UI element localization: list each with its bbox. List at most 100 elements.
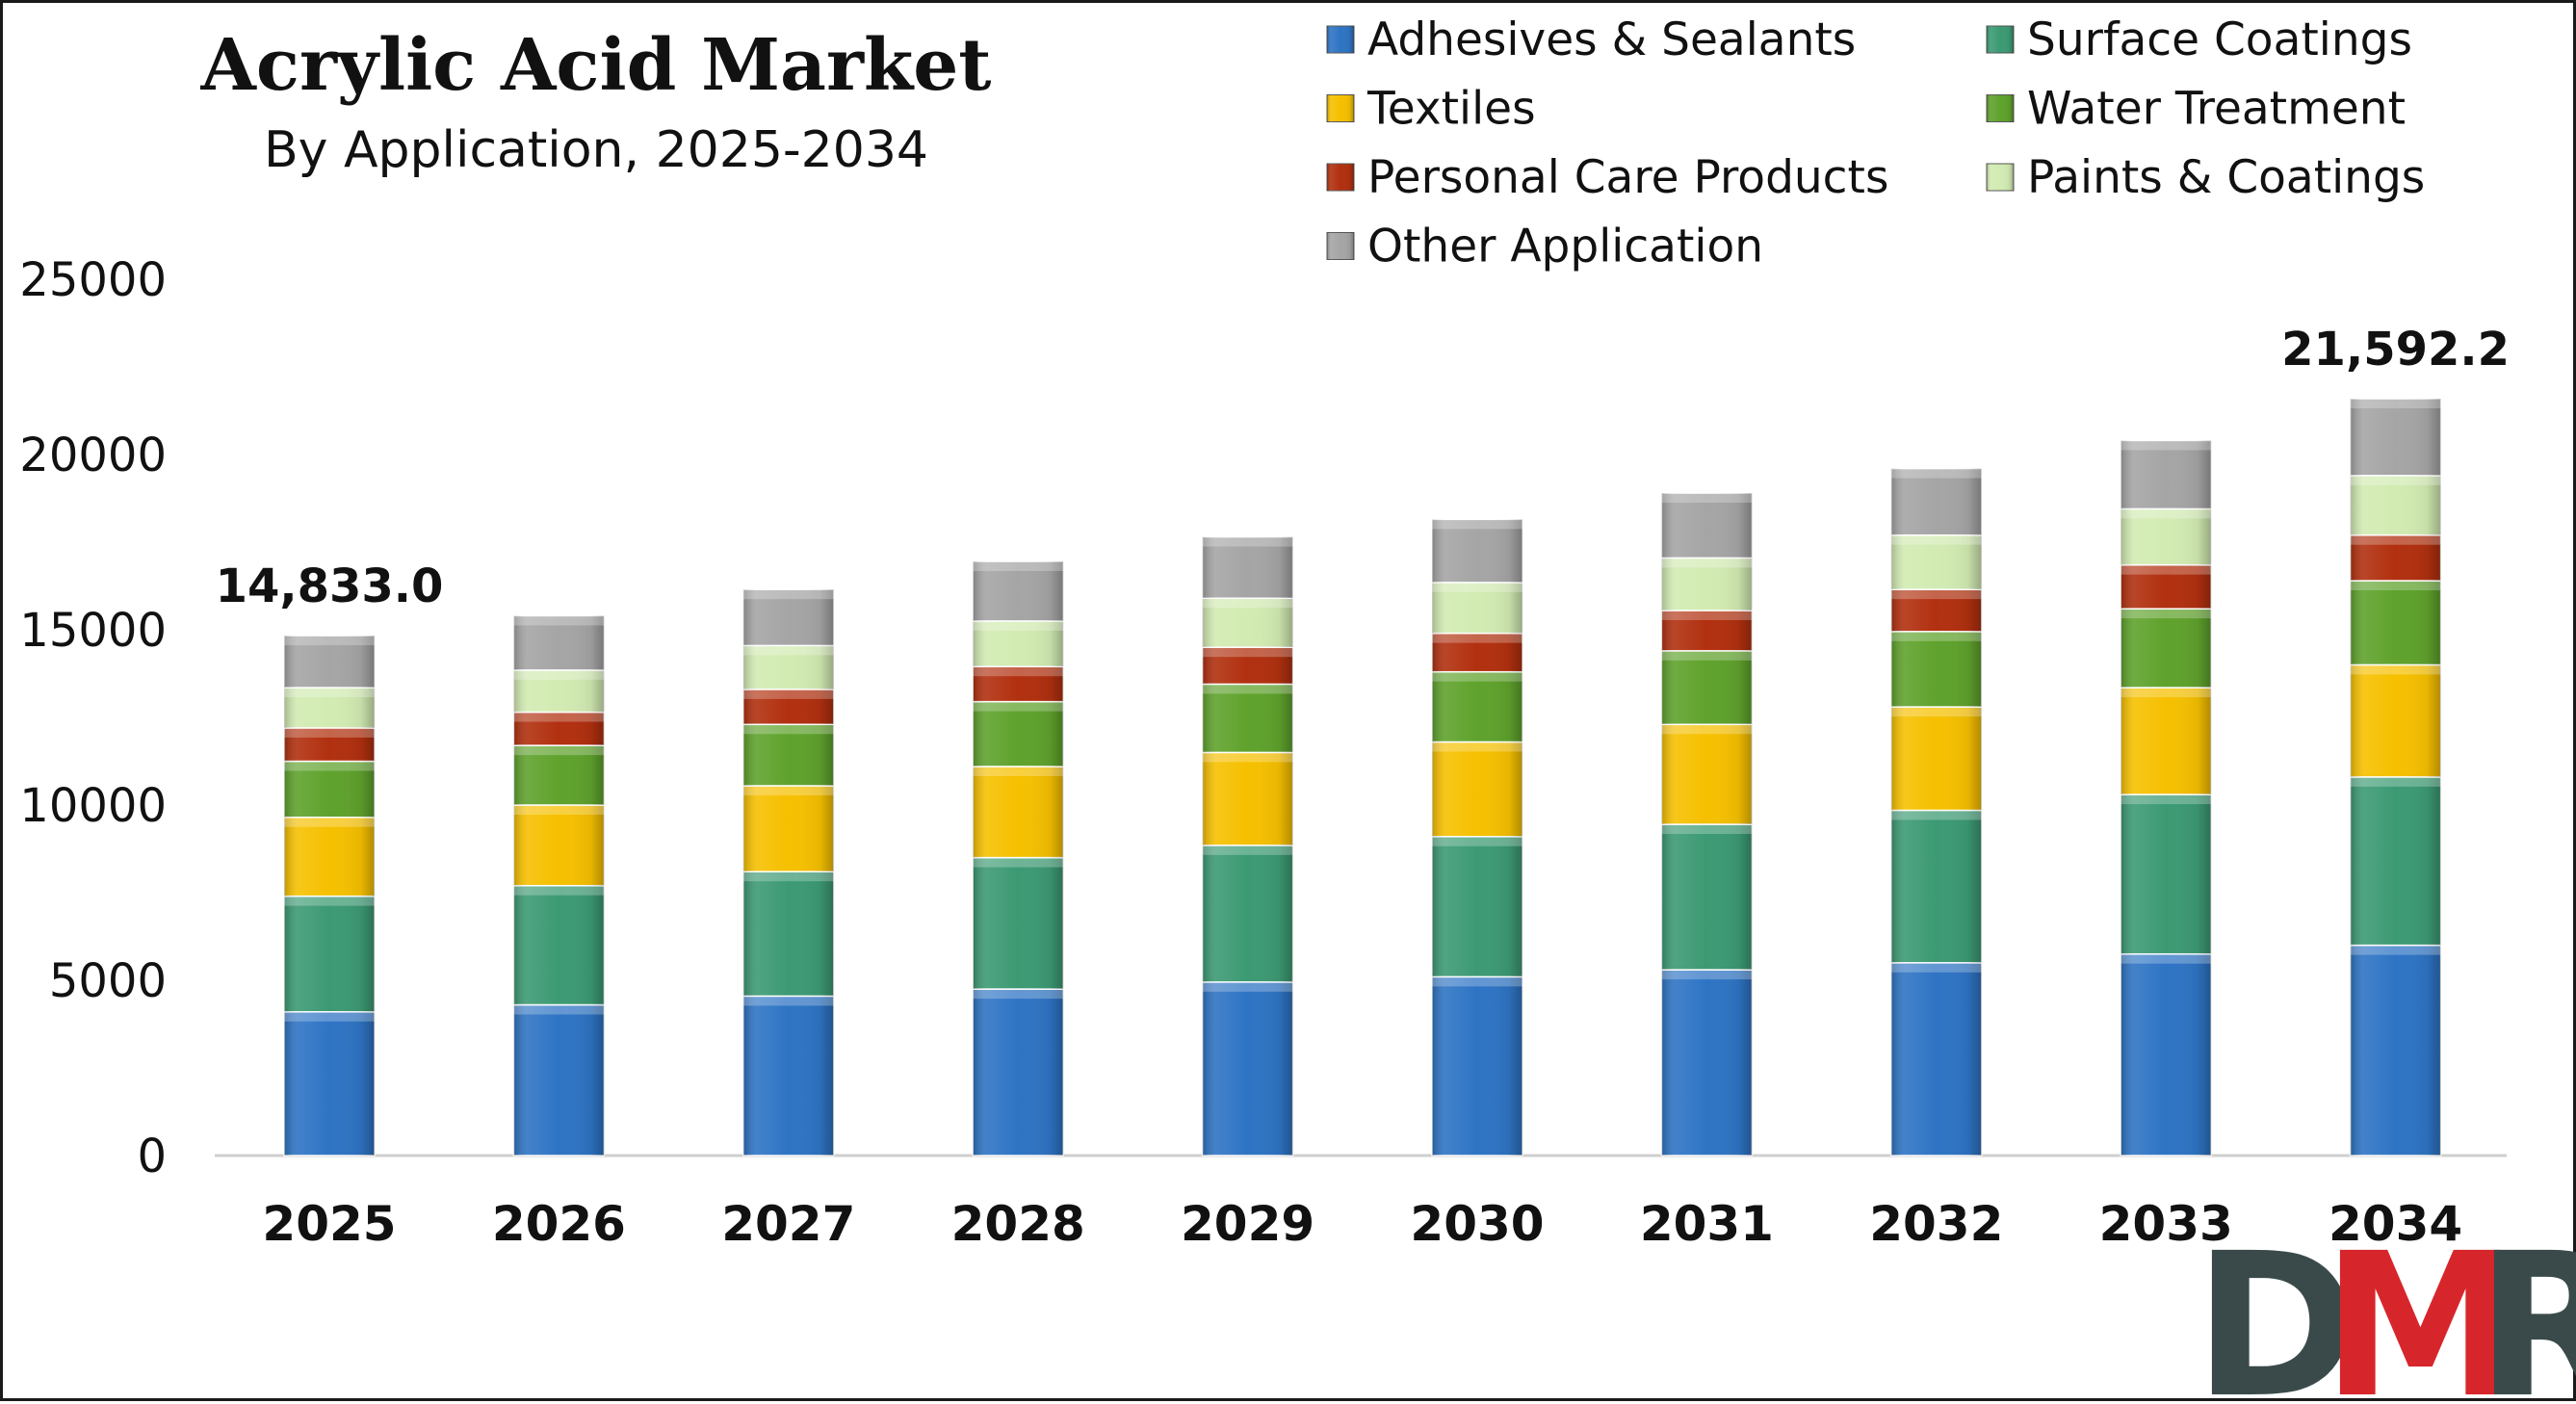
legend-swatch-shade — [1327, 94, 1354, 122]
bar-segment-shade — [513, 669, 605, 713]
bar-segment-shade — [1202, 845, 1293, 982]
logo-letter-m: M — [2322, 1210, 2519, 1404]
legend-item: Surface Coatings — [1986, 13, 2412, 66]
data-labels: 14,833.0 21,592.2 — [216, 323, 2510, 613]
bar-segment-shade — [973, 666, 1064, 702]
bar-segment-shade — [1661, 650, 1753, 725]
legend-swatch-shade — [1327, 164, 1354, 191]
bar-segment-shade — [973, 857, 1064, 990]
bar-segment-shade — [1432, 741, 1522, 837]
bar-segment-highlight — [1432, 582, 1522, 592]
bar-segment-shade — [742, 689, 834, 725]
bar-segment-highlight — [513, 1004, 605, 1015]
bar-segment-highlight — [742, 996, 834, 1006]
bar-stack-2029 — [1201, 535, 1294, 1157]
legend-label: Paints & Coatings — [2027, 151, 2425, 204]
bar-segment-shade — [1432, 519, 1522, 583]
bar-segment-shade — [742, 785, 834, 872]
bar-segment-highlight — [1661, 610, 1753, 620]
bar-segment-shade — [1432, 633, 1522, 672]
legend-item: Adhesives & Sealants — [1326, 13, 1856, 66]
bar-segment-shade — [1202, 536, 1293, 599]
bar-segment-shade — [1202, 981, 1293, 1156]
bar-segment-shade — [1661, 970, 1753, 1156]
bar-segment-shade — [1202, 684, 1293, 753]
bar-segment-highlight — [1202, 684, 1293, 694]
bar-segment-highlight — [1661, 724, 1753, 735]
x-axis: 2025 2026 2027 2028 2029 2030 2031 2032 2033 2034 — [262, 1196, 2462, 1252]
bar-segment-highlight — [1432, 519, 1522, 530]
data-label-total: 14,833.0 — [216, 559, 444, 613]
bar-stack-2030 — [1431, 518, 1523, 1157]
bar-segment-highlight — [284, 636, 375, 646]
bar-segment-shade — [2121, 508, 2212, 565]
bar-segment-shade — [1661, 610, 1753, 651]
legend: Adhesives & Sealants Surface Coatings Text… — [1326, 13, 2425, 273]
bar-segment-shade — [742, 724, 834, 786]
bar-segment-shade — [742, 589, 834, 646]
bar-segment-shade — [1432, 582, 1522, 634]
legend-label: Water Treatment — [2027, 83, 2406, 136]
legend-item: Textiles — [1326, 83, 1536, 136]
bar-segment-highlight — [2121, 508, 2212, 519]
bar-segment-shade — [284, 636, 375, 689]
bar-segment-shade — [973, 766, 1064, 858]
x-tick-label: 2031 — [1640, 1196, 1774, 1252]
bar-segment-shade — [973, 701, 1064, 767]
bar-segment-shade — [284, 688, 375, 728]
bar-segment-highlight — [2350, 945, 2441, 955]
bar-segment-highlight — [2121, 688, 2212, 698]
dmr-logo: D M R — [2194, 1210, 2576, 1404]
bar-segment-highlight — [973, 561, 1064, 572]
bar-segment-shade — [742, 996, 834, 1156]
bar-segment-highlight — [742, 589, 834, 600]
legend-swatch-shade — [1327, 26, 1354, 53]
bar-segment-shade — [742, 645, 834, 689]
bar-segment-shade — [973, 561, 1064, 621]
bar-segment-highlight — [1890, 589, 1982, 600]
bar-segment-shade — [284, 761, 375, 818]
bar-segment-highlight — [513, 805, 605, 815]
bar-segment-shade — [513, 1004, 605, 1156]
bar-segment-shade — [1202, 752, 1293, 845]
legend-item: Other Application — [1326, 221, 1763, 273]
bar-segment-highlight — [1202, 647, 1293, 658]
bar-stack-2027 — [742, 588, 835, 1157]
x-tick-label: 2025 — [262, 1196, 396, 1252]
bar-segment-shade — [1890, 631, 1982, 708]
bar-segment-highlight — [1661, 970, 1753, 980]
bar-segment-highlight — [742, 785, 834, 795]
bar-segment-shade — [284, 727, 375, 762]
bar-segment-highlight — [1890, 962, 1982, 973]
chart-subtitle: By Application, 2025-2034 — [264, 121, 928, 179]
bar-segment-shade — [973, 620, 1064, 667]
legend-swatch-shade — [1327, 232, 1354, 260]
bar-segment-shade — [1890, 589, 1982, 632]
bar-segment-shade — [284, 1011, 375, 1156]
bars — [283, 398, 2442, 1157]
bar-segment-shade — [284, 896, 375, 1012]
bar-segment-shade — [1202, 598, 1293, 648]
bar-segment-highlight — [1432, 976, 1522, 987]
bar-segment-shade — [2121, 564, 2212, 610]
bar-segment-shade — [2350, 776, 2441, 946]
bar-segment-highlight — [284, 1011, 375, 1022]
bar-segment-highlight — [742, 871, 834, 882]
bar-stack-2026 — [512, 614, 606, 1157]
y-tick-label: 10000 — [19, 779, 167, 833]
bar-segment-highlight — [1432, 633, 1522, 643]
bar-segment-highlight — [1202, 536, 1293, 547]
bar-segment-highlight — [284, 817, 375, 827]
x-tick-label: 2034 — [2329, 1196, 2462, 1252]
bar-segment-highlight — [1202, 598, 1293, 609]
bar-segment-highlight — [513, 712, 605, 722]
y-axis: 0 5000 10000 15000 20000 25000 — [19, 253, 167, 1183]
bar-segment-shade — [2121, 440, 2212, 509]
bar-segment-shade — [513, 712, 605, 746]
bar-segment-shade — [1661, 824, 1753, 971]
bar-segment-highlight — [973, 766, 1064, 776]
legend-label: Other Application — [1367, 221, 1763, 273]
bar-segment-highlight — [513, 669, 605, 680]
bar-segment-shade — [1432, 671, 1522, 742]
bar-segment-highlight — [2350, 776, 2441, 787]
